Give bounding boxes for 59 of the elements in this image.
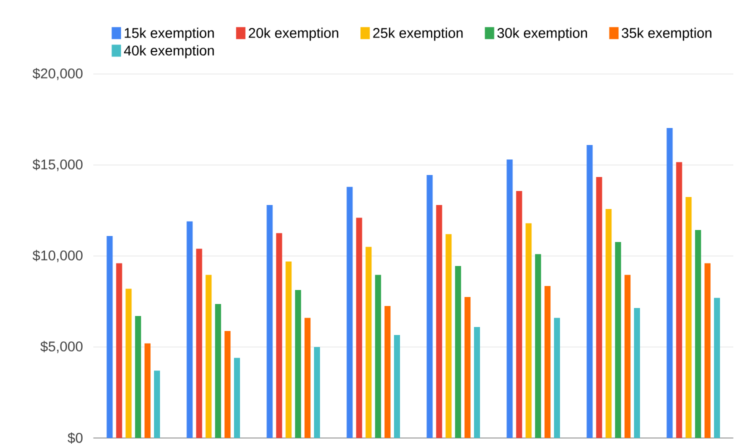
bar [126, 288, 132, 438]
bar [356, 218, 362, 438]
bar [375, 274, 382, 438]
bar [624, 274, 631, 438]
bar [206, 274, 212, 438]
bar [295, 290, 302, 438]
y-tick-label: $20,000 [32, 68, 83, 80]
bar [224, 330, 231, 438]
bar [276, 233, 282, 438]
bar [544, 286, 551, 438]
bar [384, 306, 391, 438]
legend-label: 25k exemption [373, 28, 463, 41]
bar [135, 316, 142, 438]
bar [154, 370, 160, 438]
bar [144, 343, 151, 438]
bar [446, 234, 452, 438]
legend-label: 15k exemption [124, 28, 214, 41]
legend-label: 35k exemption [622, 28, 712, 41]
bar [196, 248, 202, 438]
bar [266, 205, 273, 438]
bar [676, 162, 682, 438]
bar [554, 318, 560, 438]
bar [366, 246, 372, 438]
bar [686, 197, 692, 438]
bar [346, 186, 353, 438]
bar [535, 254, 542, 438]
bar [714, 298, 720, 438]
bar [606, 209, 612, 438]
bar [455, 266, 462, 438]
bar [426, 175, 433, 438]
bar [464, 296, 471, 438]
bar [516, 191, 522, 438]
legend-label: 40k exemption [124, 45, 214, 58]
bar [106, 236, 113, 438]
bar [314, 347, 320, 438]
bar [474, 326, 480, 438]
bar [586, 144, 593, 438]
legend-label: 20k exemption [248, 28, 338, 41]
bar [394, 334, 400, 438]
y-tick-label: $0 [68, 432, 83, 444]
bar [695, 230, 702, 438]
bar [634, 308, 640, 438]
bar [666, 128, 673, 438]
bar [116, 263, 122, 438]
legend-label: 30k exemption [497, 28, 587, 41]
y-tick-label: $15,000 [32, 158, 83, 172]
bar [526, 223, 532, 438]
bar [615, 242, 622, 438]
y-tick-label: $5,000 [40, 340, 83, 354]
bar [304, 318, 311, 438]
bar [234, 358, 240, 438]
bar [596, 177, 602, 438]
bar [704, 263, 711, 438]
bar [215, 304, 222, 438]
bar [436, 205, 442, 438]
bar [186, 221, 193, 438]
y-tick-label: $10,000 [32, 250, 83, 262]
bar [286, 261, 292, 438]
bar [506, 160, 513, 438]
